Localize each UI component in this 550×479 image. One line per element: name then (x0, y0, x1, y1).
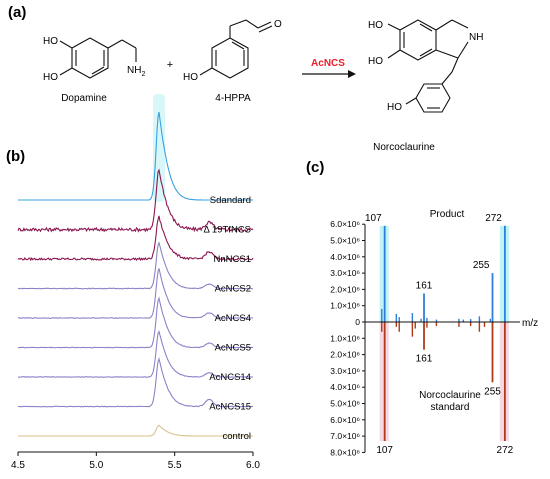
peak-label-161: 161 (416, 354, 433, 365)
y-tick-label: 8.0×10⁶ (330, 447, 360, 457)
chromatogram-traces (17, 111, 254, 437)
trace-label: control (222, 431, 251, 442)
peak-label-272: 272 (485, 213, 502, 224)
retention-time-axis: 4.5 5.0 5.5 6.0 (11, 451, 260, 471)
peak-label-107: 107 (365, 213, 382, 224)
x-tick-label: 4.5 (11, 460, 25, 471)
norc-ho-top: HO (368, 20, 383, 31)
trace-sdandard (18, 111, 253, 201)
dopamine-ho-bottom: HO (43, 72, 58, 83)
peak-label-161: 161 (416, 280, 433, 291)
trace-control (18, 424, 253, 437)
mz-axis-label: m/z (522, 318, 538, 329)
norc-nh: NH (469, 32, 483, 43)
y-tick-label: 4.0×10⁶ (330, 252, 360, 262)
y-tick-label: 1.0×10⁶ (330, 333, 360, 343)
y-tick-label: 0 (355, 317, 360, 327)
enzyme-label: AcNCS (311, 58, 345, 69)
standard-series-label-line2: standard (431, 402, 470, 413)
peak-label-107: 107 (376, 445, 393, 456)
trace-label: NnNCS1 (214, 254, 252, 265)
hppa-ho: HO (183, 72, 198, 83)
trace-acncs14 (18, 330, 254, 378)
y-tick-label: 4.0×10⁶ (330, 382, 360, 392)
panel-label-a: (a) (8, 4, 26, 21)
trace-acncs4 (17, 268, 254, 319)
y-tick-label: 1.0×10⁶ (330, 301, 360, 311)
norcoclaurine-label: Norcoclaurine (373, 142, 435, 153)
peak-labels: 107 161 255 272 107 161 255 272 Product Norcoclau… (365, 209, 514, 456)
reaction-arrow (302, 70, 356, 78)
trace-label: Δ 19TfNCS (203, 225, 251, 236)
y-tick-label: 3.0×10⁶ (330, 366, 360, 376)
trace--19tfncs (17, 168, 254, 233)
chromatogram-panel: Sdandard Δ 19TfNCS NnNCS1 AcNCS2 AcNCS4 AcNCS… (11, 94, 260, 471)
dopamine-structure (59, 37, 137, 79)
trace-label: AcNCS4 (215, 313, 251, 324)
trace-label: AcNCS5 (215, 343, 251, 354)
panel-label-c: (c) (306, 159, 324, 176)
norc-ho-phenol: HO (387, 102, 402, 113)
panel-label-b: (b) (6, 148, 25, 165)
standard-peak-glow (153, 94, 165, 202)
hppa-o: O (274, 19, 282, 30)
hppa-label: 4-HPPA (215, 93, 251, 104)
plus-sign: + (167, 59, 173, 71)
y-tick-label: 7.0×10⁶ (330, 431, 360, 441)
mass-spectrum-panel: 6.0×10⁶ 5.0×10⁶ 4.0×10⁶ 3.0×10⁶ 2.0×10⁶ 1.0×1… (330, 209, 538, 457)
x-tick-label: 5.5 (168, 460, 182, 471)
y-tick-label: 3.0×10⁶ (330, 268, 360, 278)
spectrum-bars (381, 225, 506, 441)
nh2-main: NH (127, 65, 141, 76)
hppa-structure (199, 19, 273, 79)
trace-nnncs1 (17, 215, 254, 262)
y-tick-label: 6.0×10⁶ (330, 415, 360, 425)
trace-label: Sdandard (210, 195, 251, 206)
trace-label: AcNCS2 (215, 284, 251, 295)
trace-label: AcNCS15 (209, 402, 251, 413)
nh2-sub: 2 (141, 71, 145, 78)
reaction-scheme: HO HO NH2 Dopamine + HO O 4-HPPA AcNCS (43, 19, 483, 153)
x-tick-label: 6.0 (246, 460, 260, 471)
norc-ho-bottom: HO (368, 56, 383, 67)
trace-acncs2 (18, 241, 253, 290)
dopamine-ho-top: HO (43, 36, 58, 47)
standard-series-label-line1: Norcoclaurine (419, 390, 481, 401)
trace-acncs15 (17, 356, 254, 408)
intensity-axis: 6.0×10⁶ 5.0×10⁶ 4.0×10⁶ 3.0×10⁶ 2.0×10⁶ 1.0×1… (330, 219, 538, 457)
product-series-label: Product (430, 209, 465, 220)
y-tick-label: 6.0×10⁶ (330, 219, 360, 229)
norcoclaurine-structure (387, 19, 469, 113)
standard-peak-highlight (153, 94, 165, 202)
trace-label: AcNCS14 (209, 372, 251, 383)
trace-labels: Sdandard Δ 19TfNCS NnNCS1 AcNCS2 AcNCS4 AcNCS… (203, 195, 251, 442)
x-tick-label: 5.0 (89, 460, 103, 471)
y-tick-label: 2.0×10⁶ (330, 350, 360, 360)
trace-acncs5 (17, 296, 254, 349)
peak-label-272: 272 (497, 445, 514, 456)
peak-label-255: 255 (484, 386, 501, 397)
dopamine-nh2: NH2 (127, 65, 145, 78)
y-tick-label: 2.0×10⁶ (330, 284, 360, 294)
dopamine-label: Dopamine (61, 93, 107, 104)
peak-label-255: 255 (473, 260, 490, 271)
y-tick-label: 5.0×10⁶ (330, 236, 360, 246)
y-tick-label: 5.0×10⁶ (330, 399, 360, 409)
